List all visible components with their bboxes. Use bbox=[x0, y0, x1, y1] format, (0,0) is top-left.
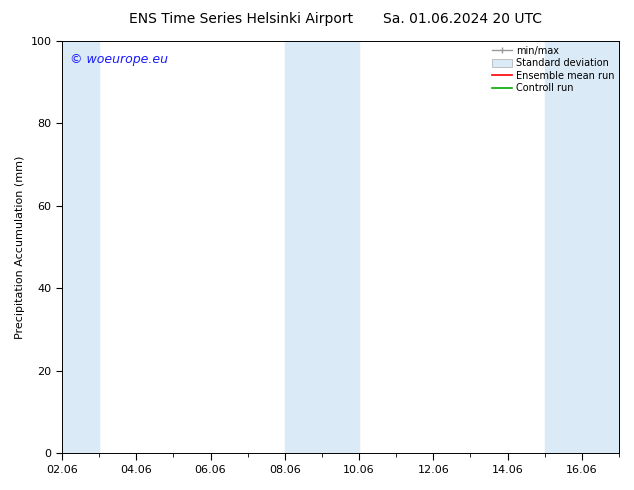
Y-axis label: Precipitation Accumulation (mm): Precipitation Accumulation (mm) bbox=[15, 155, 25, 339]
Text: Sa. 01.06.2024 20 UTC: Sa. 01.06.2024 20 UTC bbox=[384, 12, 542, 26]
Text: ENS Time Series Helsinki Airport: ENS Time Series Helsinki Airport bbox=[129, 12, 353, 26]
Bar bbox=[285, 41, 359, 453]
Legend: min/max, Standard deviation, Ensemble mean run, Controll run: min/max, Standard deviation, Ensemble me… bbox=[489, 43, 617, 96]
Text: © woeurope.eu: © woeurope.eu bbox=[70, 53, 169, 67]
Bar bbox=[545, 41, 619, 453]
Bar bbox=[62, 41, 99, 453]
